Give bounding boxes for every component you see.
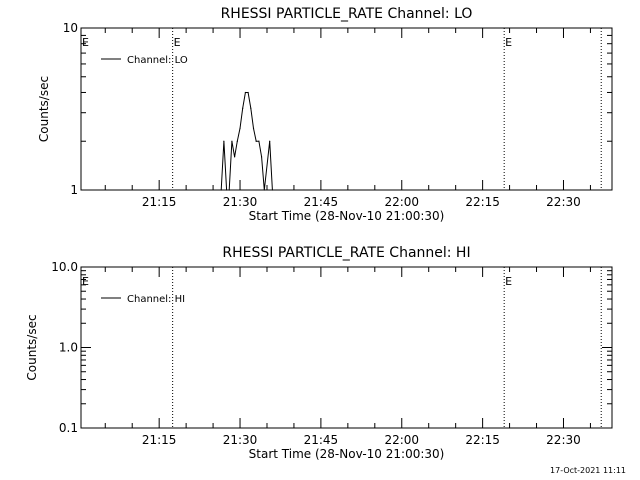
y-tick-label: 1.0 <box>59 341 78 355</box>
legend-entry: Channel: LO <box>127 55 188 66</box>
chart-panel-1: RHESSI PARTICLE_RATE Channel: LO E E E 1 10 21… <box>37 6 613 223</box>
y-tick-label: 0.1 <box>59 421 78 435</box>
x-tick-label: 21:15 <box>142 433 177 447</box>
x-axis-label: Start Time (28-Nov-10 21:00:30) <box>249 447 445 461</box>
x-tick-label: 21:15 <box>142 195 177 209</box>
event-marker-label: E <box>505 36 512 49</box>
x-tick-label: 21:30 <box>223 433 258 447</box>
y-axis-label: Counts/sec <box>25 314 39 380</box>
chart-title: RHESSI PARTICLE_RATE Channel: LO <box>221 6 473 22</box>
x-tick-label: 21:45 <box>304 195 339 209</box>
series-data-point <box>244 91 247 94</box>
series-data-point <box>228 189 230 191</box>
left-edge-marker: E <box>82 275 89 288</box>
series-data-point <box>252 127 255 130</box>
y-tick-label: 10.0 <box>51 260 78 274</box>
chart-panel-2: RHESSI PARTICLE_RATE Channel: HI E E 0.1 1.0… <box>25 245 613 461</box>
series-data-point <box>242 107 244 109</box>
y-tick-label: 1 <box>70 183 78 197</box>
series-data-point <box>255 140 257 142</box>
series-data-point <box>234 156 236 158</box>
series-data-point <box>258 140 260 142</box>
x-tick-label: 22:00 <box>384 433 419 447</box>
x-tick-label: 22:30 <box>546 195 581 209</box>
series-data-point <box>220 189 222 191</box>
chart-title: RHESSI PARTICLE_RATE Channel: HI <box>222 245 470 261</box>
series-data-point <box>223 140 225 142</box>
series-data-point <box>239 127 241 130</box>
x-axis-label: Start Time (28-Nov-10 21:00:30) <box>249 209 445 223</box>
series-data-point <box>225 189 228 191</box>
y-axis-label: Counts/sec <box>37 76 51 142</box>
x-tick-label: 21:45 <box>304 433 339 447</box>
series-data-point <box>269 140 271 142</box>
series-data-point <box>250 107 252 109</box>
chart-panels: RHESSI PARTICLE_RATE Channel: LO E E E 1 10 21… <box>25 6 613 461</box>
legend-entry: Channel: HI <box>127 294 185 305</box>
x-tick-label: 22:30 <box>546 433 581 447</box>
x-tick-label: 22:15 <box>465 195 500 209</box>
x-tick-label: 22:00 <box>384 195 419 209</box>
x-tick-label: 22:15 <box>465 433 500 447</box>
series-data-point <box>260 156 263 158</box>
event-marker-label: E <box>174 36 181 49</box>
plot-frame <box>80 27 613 191</box>
event-marker-label: E <box>505 275 512 288</box>
y-tick-label: 10 <box>63 21 78 35</box>
series-data-point <box>236 140 238 142</box>
series-data-point <box>231 140 233 142</box>
series-data-point <box>263 189 265 191</box>
generation-timestamp: 17-Oct-2021 11:11 <box>550 466 626 475</box>
x-tick-label: 21:30 <box>223 195 258 209</box>
series-data-point <box>271 189 273 191</box>
left-edge-marker: E <box>82 36 89 49</box>
series-data-point <box>247 91 249 94</box>
